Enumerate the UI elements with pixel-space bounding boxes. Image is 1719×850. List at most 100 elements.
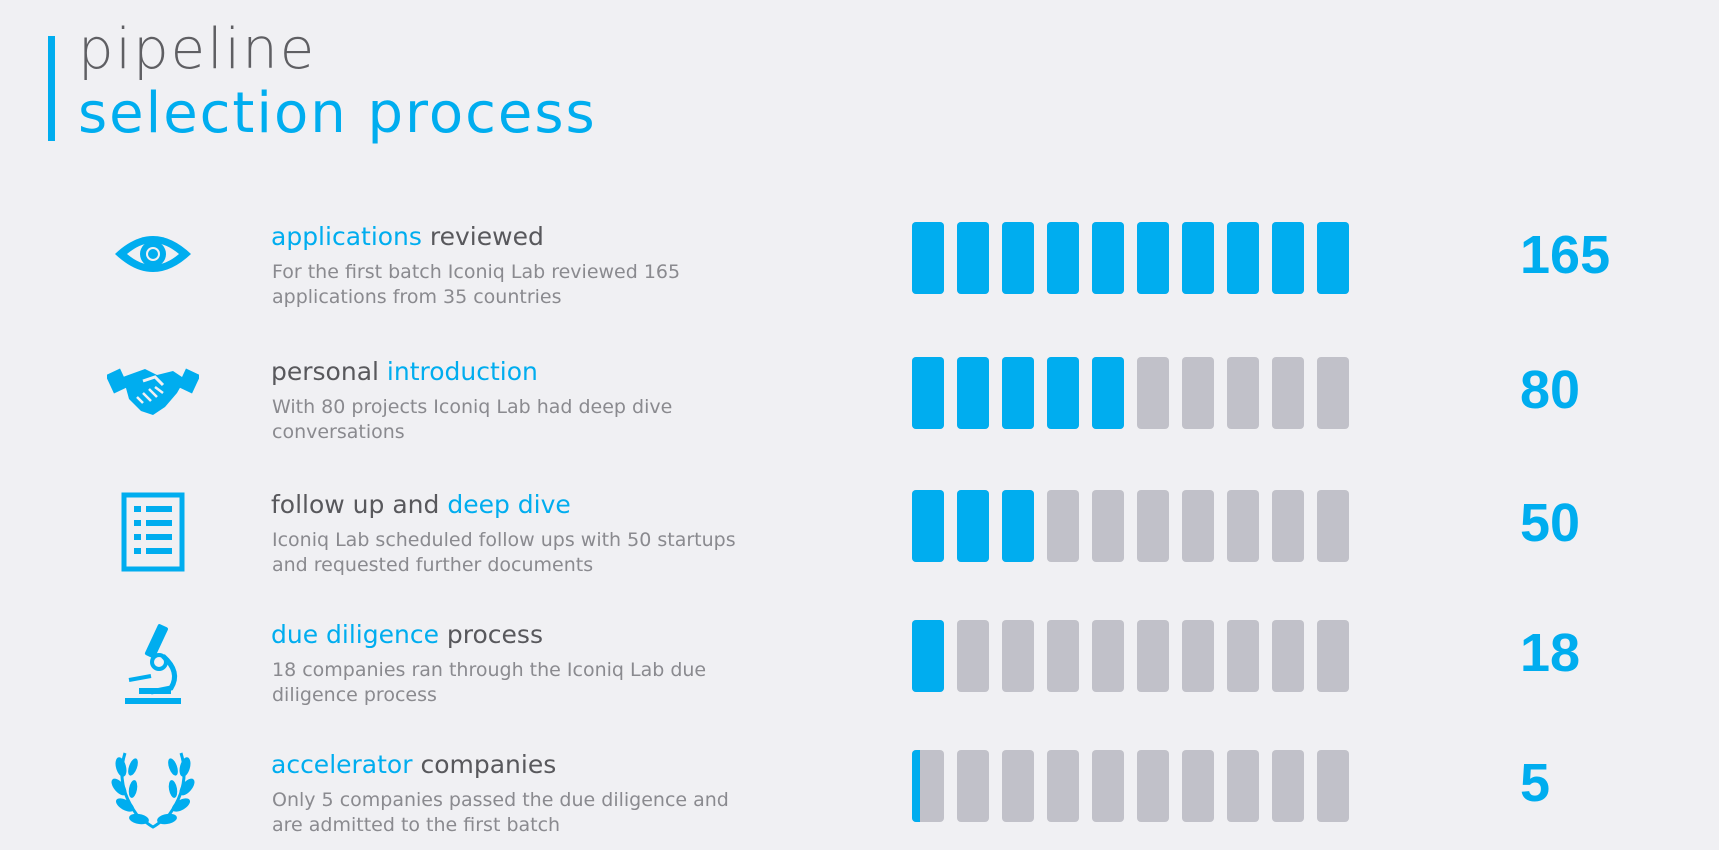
stage-description: With 80 projects Iconiq Lab had deep div… [272,396,673,443]
stage-heading-plain: reviewed [421,222,544,251]
stage-heading-plain: companies [412,750,557,779]
checklist-icon [103,482,203,582]
progress-block [1092,620,1124,692]
progress-block-fill [957,222,989,294]
progress-block-fill [1002,222,1034,294]
progress-block [1182,750,1214,822]
progress-block [1317,750,1349,822]
stage-description: For the first batch Iconiq Lab reviewed … [272,261,681,308]
progress-block [1047,490,1079,562]
progress-block-fill [1092,357,1124,429]
stage-description: Only 5 companies passed the due diligenc… [272,789,729,836]
progress-block [1002,490,1034,562]
stage-heading: due diligence process [271,620,543,649]
progress-block [1047,222,1079,294]
progress-block [957,490,989,562]
progress-block [957,222,989,294]
progress-block [1227,750,1259,822]
stage-heading-plain: process [438,620,543,649]
progress-block-fill [1137,222,1169,294]
microscope-icon [103,615,203,715]
stage-heading: follow up and deep dive [271,490,571,519]
progress-block [1227,490,1259,562]
progress-block-fill [1002,490,1034,562]
progress-block [1092,222,1124,294]
progress-block [1137,490,1169,562]
stage-row-introduction: personal introduction With 80 projects I… [0,357,1719,457]
page-subtitle: selection process [78,81,597,146]
progress-block [1137,750,1169,822]
stage-heading: applications reviewed [271,222,544,251]
stage-count: 18 [1520,623,1581,683]
progress-block [912,222,944,294]
stage-heading: accelerator companies [271,750,556,779]
progress-block-fill [957,357,989,429]
stage-count: 5 [1520,753,1551,813]
progress-block [1002,750,1034,822]
progress-block [1002,620,1034,692]
progress-block-fill [1272,222,1304,294]
progress-block [1272,222,1304,294]
progress-block [1182,357,1214,429]
progress-block [1182,620,1214,692]
progress-block [1047,750,1079,822]
stage-row-accelerator: accelerator companies Only 5 companies p… [0,750,1719,850]
stage-heading-highlight: applications [271,222,422,251]
progress-block [1182,490,1214,562]
stage-description: 18 companies ran through the Iconiq Lab … [272,659,707,706]
progress-block [912,357,944,429]
progress-block-fill [1092,222,1124,294]
progress-block-fill [912,490,944,562]
stage-count: 165 [1520,225,1611,285]
progress-block [1317,357,1349,429]
page-title: pipeline [78,17,317,82]
title-accent-bar [48,36,55,141]
handshake-icon [103,339,203,439]
progress-block-fill [1047,357,1079,429]
stage-heading-plain: personal [271,357,387,386]
eye-icon [103,204,203,304]
progress-block-fill [912,620,944,692]
stage-row-deep-dive: follow up and deep dive Iconiq Lab sched… [0,490,1719,590]
progress-block [1227,357,1259,429]
progress-block [912,750,944,822]
progress-block [1047,357,1079,429]
progress-block [1092,357,1124,429]
progress-block [1227,222,1259,294]
progress-block [1317,222,1349,294]
progress-block-fill [957,490,989,562]
progress-block-fill [1227,222,1259,294]
progress-block-fill [912,750,920,822]
stage-heading-highlight: deep dive [447,490,571,519]
progress-block-fill [1182,222,1214,294]
stage-row-applications: applications reviewed For the first batc… [0,222,1719,322]
progress-block [1317,490,1349,562]
progress-block [1272,620,1304,692]
progress-block [1137,222,1169,294]
progress-block-fill [912,222,944,294]
progress-block [1092,490,1124,562]
progress-block [1182,222,1214,294]
progress-block-fill [1047,222,1079,294]
progress-block [1272,750,1304,822]
laurel-wreath-icon [103,738,203,838]
progress-block [1002,357,1034,429]
progress-block [1272,490,1304,562]
progress-block-fill [912,357,944,429]
stage-heading-plain: follow up and [271,490,448,519]
progress-block [957,620,989,692]
stage-count: 50 [1520,493,1581,553]
progress-block [1137,620,1169,692]
stage-row-due-diligence: due diligence process 18 companies ran t… [0,620,1719,720]
progress-block-fill [1002,357,1034,429]
stage-heading-highlight: accelerator [271,750,413,779]
stage-description: Iconiq Lab scheduled follow ups with 50 … [272,529,736,576]
progress-block [1227,620,1259,692]
progress-block [1317,620,1349,692]
progress-block [1137,357,1169,429]
stage-count: 80 [1520,360,1581,420]
stage-heading-highlight: due diligence [271,620,439,649]
progress-block [1092,750,1124,822]
progress-block [957,357,989,429]
progress-block-fill [1317,222,1349,294]
